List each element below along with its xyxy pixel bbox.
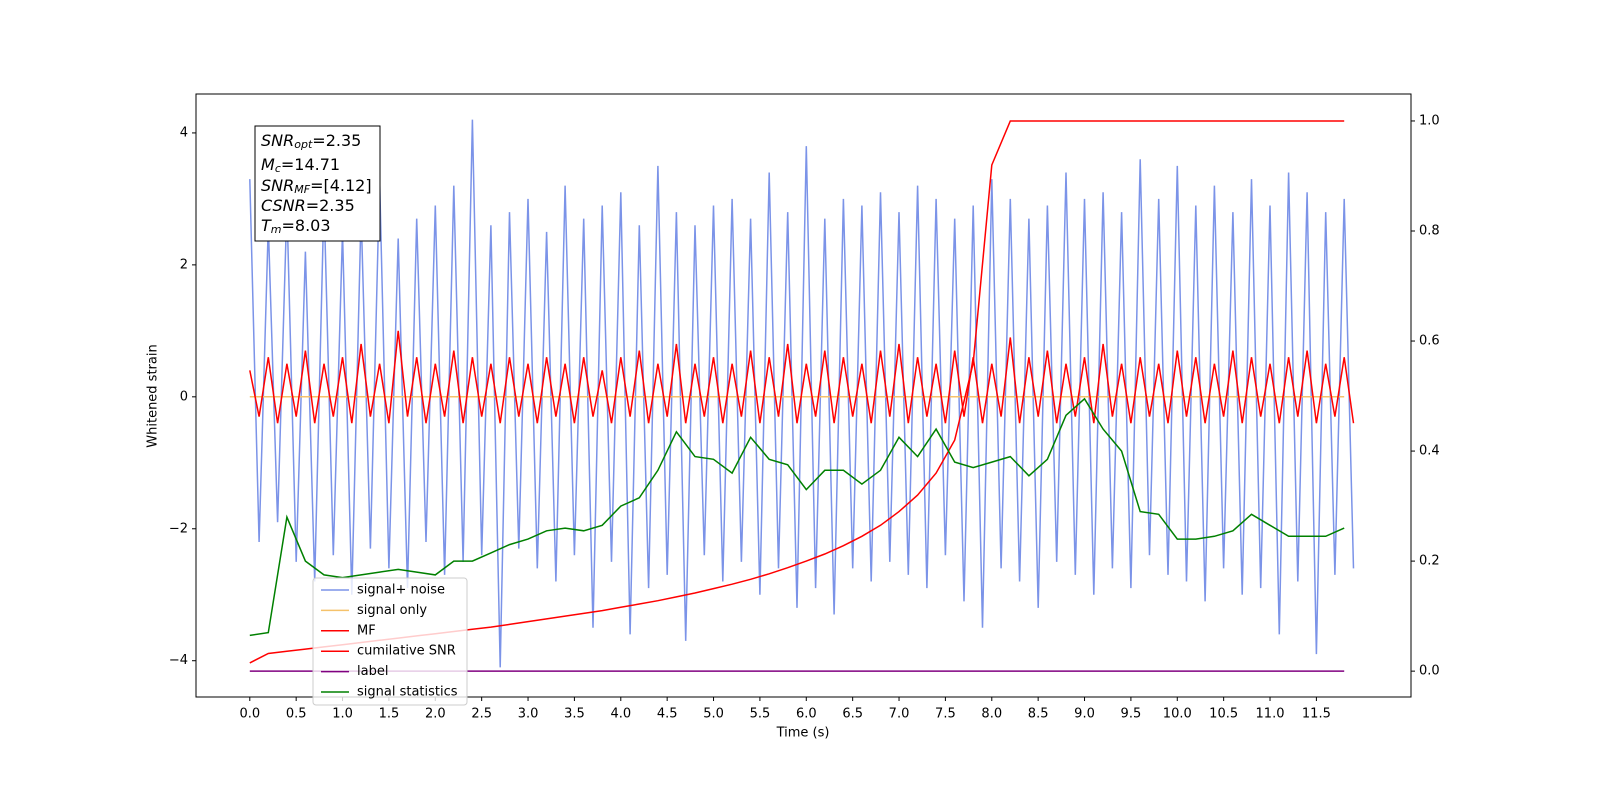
y-tick-label: 2 (180, 257, 188, 272)
annotation-symbol: CSNR (261, 196, 306, 215)
legend-box (312, 577, 468, 706)
annotation-text: =2.35 (312, 131, 361, 150)
x-tick-label: 3.5 (564, 707, 585, 722)
annotation-box (254, 125, 381, 242)
x-tick-label: 10.0 (1163, 707, 1192, 722)
y-tick-label: −4 (169, 653, 188, 668)
y2-tick-label: 0.0 (1419, 664, 1440, 679)
y2-tick-label: 0.8 (1419, 223, 1440, 238)
x-tick-label: 10.5 (1209, 707, 1238, 722)
x-tick-label: 1.5 (379, 707, 400, 722)
x-axis-label: Time (s) (776, 726, 830, 741)
annotation: SNRMF=[4.12] (261, 176, 372, 197)
y-tick-label: −2 (169, 521, 188, 536)
annotation-text: =14.71 (281, 155, 340, 174)
annotation-symbol: SNR (261, 131, 294, 150)
annotation-subscript: MF (294, 183, 310, 196)
y2-tick-label: 0.2 (1419, 554, 1440, 569)
annotation-subscript: c (275, 162, 281, 175)
series-line (249, 397, 1345, 637)
legend-label: MF (357, 623, 376, 638)
x-tick-label: 7.5 (935, 707, 956, 722)
x-tick-label: 3.0 (518, 707, 539, 722)
x-tick-label: 11.0 (1256, 707, 1285, 722)
annotation-symbol: T (261, 216, 272, 235)
annotation-text: =2.35 (306, 196, 355, 215)
annotation-symbol: SNR (261, 176, 294, 195)
x-tick-label: 7.0 (889, 707, 910, 722)
series-line (249, 119, 1355, 668)
y2-tick-label: 0.4 (1419, 444, 1440, 459)
axes-frame (195, 93, 1412, 698)
legend-label: cumilative SNR (357, 644, 456, 659)
y-tick-label: 0 (180, 389, 188, 404)
x-tick-label: 1.0 (332, 707, 353, 722)
x-tick-label: 5.5 (750, 707, 771, 722)
annotation-subscript: opt (294, 138, 313, 151)
legend-label: signal statistics (357, 685, 458, 700)
y2-tick-label: 1.0 (1419, 113, 1440, 128)
annotation-symbol: M (261, 155, 275, 174)
annotation: Tm=8.03 (261, 216, 331, 237)
x-tick-label: 9.5 (1121, 707, 1142, 722)
y-tick-label: 4 (180, 125, 188, 140)
annotation: SNRopt=2.35 (261, 131, 361, 152)
x-tick-label: 8.0 (981, 707, 1002, 722)
x-tick-label: 11.5 (1302, 707, 1331, 722)
y2-tick-label: 0.6 (1419, 334, 1440, 349)
legend-label: label (357, 664, 388, 679)
annotation-text: =8.03 (282, 216, 331, 235)
x-tick-label: 0.0 (239, 707, 260, 722)
x-tick-label: 6.0 (796, 707, 817, 722)
legend-label: signal only (357, 603, 427, 618)
x-tick-label: 2.0 (425, 707, 446, 722)
x-tick-label: 0.5 (286, 707, 307, 722)
x-tick-label: 4.0 (610, 707, 631, 722)
annotation-subscript: m (271, 223, 282, 236)
annotation: CSNR=2.35 (261, 196, 355, 215)
series-line (249, 330, 1355, 424)
legend-label: signal+ noise (357, 583, 445, 598)
annotation: Mc=14.71 (261, 155, 340, 176)
y-axis-label: Whitened strain (146, 344, 161, 447)
x-tick-label: 6.5 (842, 707, 863, 722)
annotation-text: =[4.12] (310, 176, 372, 195)
x-tick-label: 5.0 (703, 707, 724, 722)
x-tick-label: 8.5 (1028, 707, 1049, 722)
x-tick-label: 9.0 (1074, 707, 1095, 722)
x-tick-label: 4.5 (657, 707, 678, 722)
x-tick-label: 2.5 (471, 707, 492, 722)
